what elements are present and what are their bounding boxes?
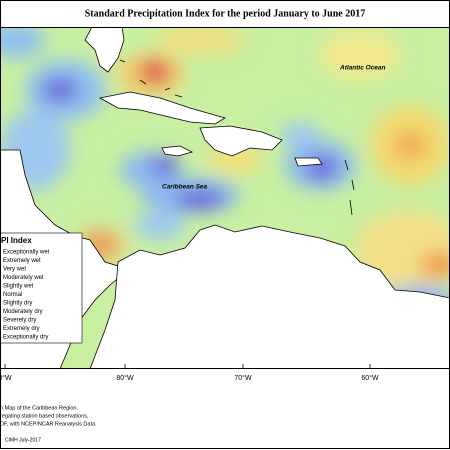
note-line: regating station based observations, <box>0 413 89 419</box>
legend-item: Exceptionally dry <box>3 335 48 341</box>
longitude-axis: 0°W 80°W 70°W 60°W <box>0 364 379 382</box>
legend-title: PI Index <box>1 236 32 245</box>
longitude-label: 70°W <box>234 374 252 382</box>
legend-box <box>0 232 83 344</box>
spi-blobs <box>0 27 450 355</box>
legend-item: Extremely wet <box>3 258 41 264</box>
note-line: DF, with NCEP/NCAR Reanalysis Data. <box>0 421 97 427</box>
legend-item: Extremely dry <box>3 326 40 332</box>
notes: n Map of the Caribbean Region. regating s… <box>0 405 97 427</box>
longitude-label: 0°W <box>0 374 12 382</box>
longitude-label: 80°W <box>116 374 134 382</box>
sea-label: Caribbean Sea <box>162 184 208 191</box>
legend-item: Slightly wet <box>3 284 34 290</box>
legend-item: Very wet <box>3 267 26 273</box>
legend-item: Moderately dry <box>3 309 43 315</box>
legend-item: Moderately wet <box>3 275 44 281</box>
ocean-label: Atlantic Ocean <box>339 65 386 72</box>
map-title: Standard Precipitation Index for the per… <box>85 8 365 19</box>
legend-items: Exceptionally wet Extremely wet Very wet Mo… <box>3 250 50 341</box>
legend-item: Severely dry <box>3 318 36 324</box>
legend-item: Normal <box>3 292 22 298</box>
longitude-label: 60°W <box>361 374 379 382</box>
spi-field: Atlantic Ocean Caribbean Sea PI Index Ex… <box>0 27 450 369</box>
legend-item: Slightly dry <box>3 301 32 307</box>
credit: CIMH July-2017 <box>5 437 41 443</box>
note-line: n Map of the Caribbean Region. <box>0 405 78 411</box>
legend-item: Exceptionally wet <box>3 250 50 256</box>
